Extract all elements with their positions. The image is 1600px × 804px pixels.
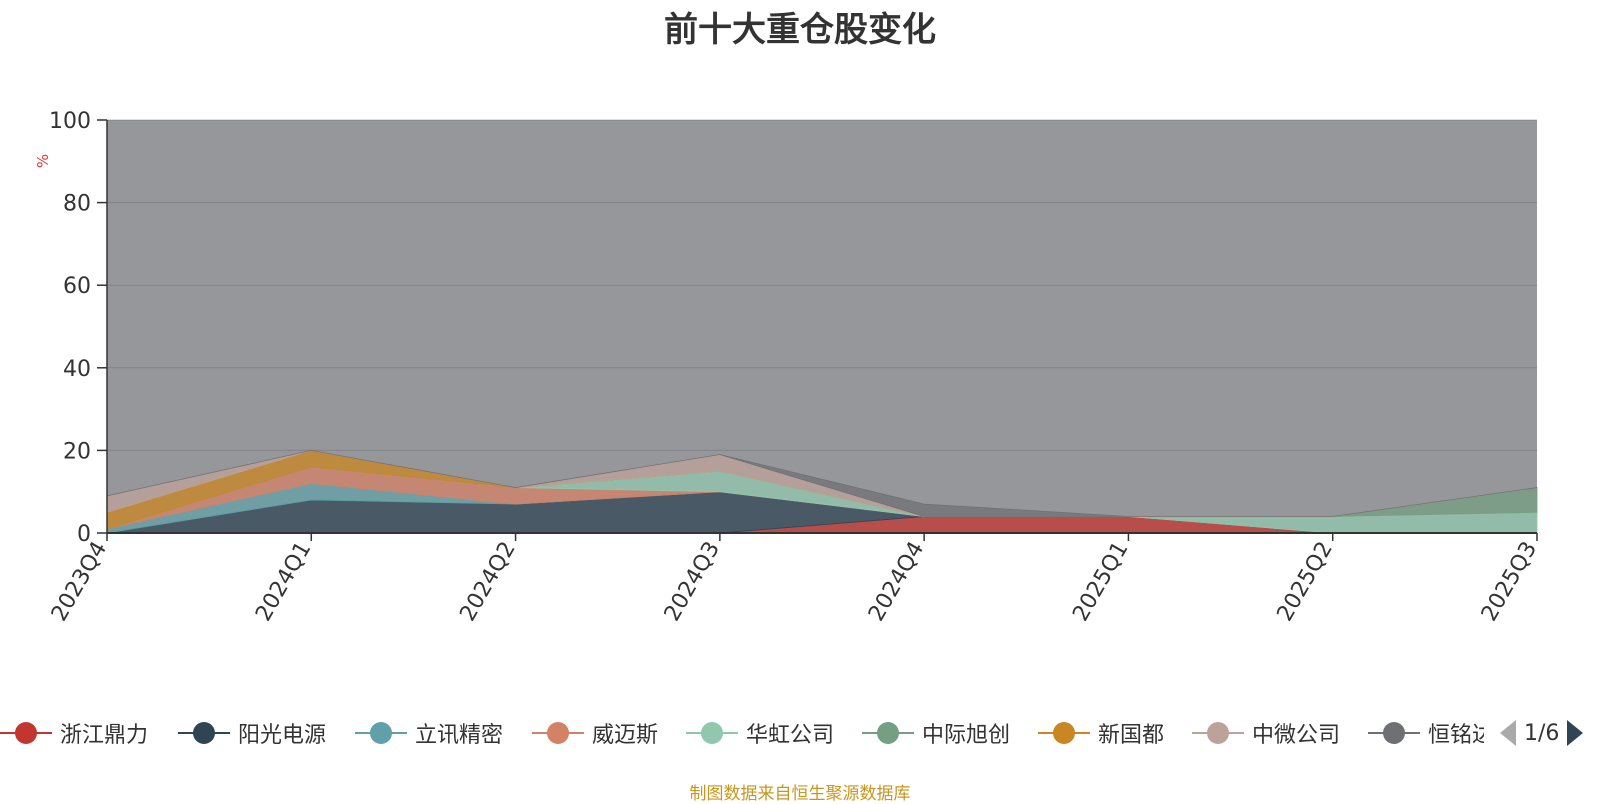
legend-page-indicator: 1/6: [1524, 720, 1560, 746]
legend-label: 中际旭创: [922, 723, 1011, 748]
legend-label: 浙江鼎力: [60, 723, 149, 748]
x-tick-label-6: 2025Q2: [1273, 538, 1338, 626]
area-bands: [106, 120, 1538, 534]
legend-label: 立讯精密: [415, 723, 504, 748]
x-tick-label-4: 2024Q4: [864, 538, 929, 626]
legend-label: 新国都: [1098, 723, 1165, 748]
legend-item-6[interactable]: 新国都: [1038, 716, 1164, 750]
legend-label: 威迈斯: [592, 723, 659, 748]
legend-item-5[interactable]: 中际旭创: [862, 716, 1010, 750]
legend-item-3[interactable]: 威迈斯: [532, 716, 658, 750]
legend-marker-icon: [1192, 722, 1244, 744]
legend-marker-icon: [532, 722, 584, 744]
y-tick-label-0: 0: [77, 522, 91, 547]
next-page-icon[interactable]: [1565, 718, 1585, 748]
chart-title: 前十大重仓股变化: [664, 10, 936, 50]
legend-label: 华虹公司: [746, 723, 835, 748]
legend-label: 阳光电源: [238, 723, 327, 748]
legend-marker-icon: [862, 722, 914, 744]
legend-item-2[interactable]: 立讯精密: [355, 716, 503, 750]
legend-marker-icon: [355, 722, 407, 744]
legend-item-1[interactable]: 阳光电源: [178, 716, 326, 750]
legend-item-8[interactable]: 恒铭达: [1368, 716, 1484, 750]
legend-marker-icon: [1368, 722, 1420, 744]
legend-marker-icon: [1038, 722, 1090, 744]
y-tick-label-5: 100: [49, 109, 91, 134]
legend-label: 恒铭达: [1428, 723, 1484, 748]
prev-page-icon[interactable]: [1498, 718, 1518, 748]
x-tick-label-2: 2024Q2: [455, 538, 520, 626]
y-tick-label-2: 40: [63, 357, 91, 382]
legend-item-0[interactable]: 浙江鼎力: [0, 716, 148, 750]
legend-marker-icon: [686, 722, 738, 744]
legend-item-4[interactable]: 华虹公司: [686, 716, 834, 750]
y-tick-label-3: 60: [63, 274, 91, 299]
series-area-8: [106, 449, 1538, 517]
x-tick-label-5: 2025Q1: [1068, 538, 1133, 626]
x-tick-label-0: 2023Q4: [47, 538, 112, 626]
x-tick-label-1: 2024Q1: [251, 538, 316, 626]
stacked-area-chart: 0 20 40 60 80 100 2023Q4 2024Q1 2024Q2 2024Q3 2024…: [47, 109, 1542, 626]
x-tick-label-7: 2025Q3: [1477, 538, 1542, 626]
legend-marker-icon: [178, 722, 230, 744]
data-source-note: 制图数据来自恒生聚源数据库: [689, 784, 911, 804]
y-tick-label-4: 80: [63, 192, 91, 217]
legend-marker-icon: [0, 722, 52, 744]
x-tick-label-3: 2024Q3: [660, 538, 725, 626]
legend: 浙江鼎力 阳光电源 立讯精密 威迈斯 华虹公司 中际旭创 新国都 中微公司 恒铭达: [0, 716, 1600, 756]
legend-pager: 1/6: [1498, 716, 1585, 750]
legend-label: 中微公司: [1252, 723, 1341, 748]
legend-item-7[interactable]: 中微公司: [1192, 716, 1340, 750]
y-tick-label-1: 20: [63, 439, 91, 464]
